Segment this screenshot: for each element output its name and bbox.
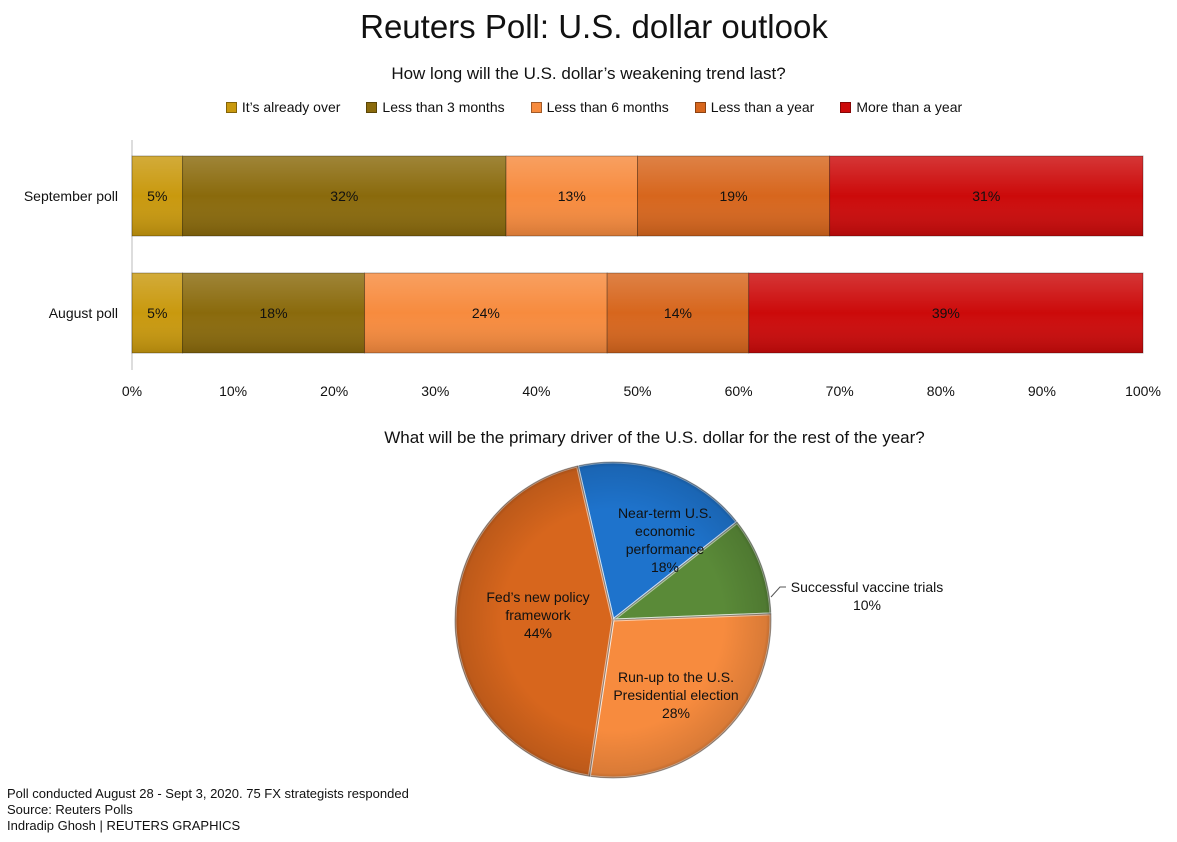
bar-segment-shading — [131, 272, 184, 354]
bar-data-label: 39% — [932, 305, 960, 321]
x-tick-label: 60% — [725, 383, 753, 399]
x-tick-label: 100% — [1125, 383, 1161, 399]
x-tick-label: 80% — [927, 383, 955, 399]
legend-swatch — [840, 101, 852, 113]
pie-leader-line — [770, 586, 786, 598]
category-label: September poll — [24, 188, 118, 204]
bar-segment-shading — [748, 272, 1144, 354]
pie-chart-question: What will be the primary driver of the U… — [384, 428, 925, 447]
x-tick-label: 10% — [219, 383, 247, 399]
footer-credit: Indradip Ghosh | REUTERS GRAPHICS — [7, 818, 241, 833]
pie-label: 28% — [662, 705, 690, 721]
x-tick-label: 70% — [826, 383, 854, 399]
bar-segment-shading — [606, 272, 750, 354]
x-tick-label: 40% — [522, 383, 550, 399]
legend-label: Less than a year — [710, 99, 815, 115]
x-tick-label: 0% — [122, 383, 142, 399]
legend-label: Less than 3 months — [382, 99, 505, 115]
bar-segment-shading — [182, 272, 366, 354]
stacked-bar-chart: September poll 5% 32% 13% 19% 31% August poll 5… — [24, 140, 1161, 399]
bar-data-label: 19% — [720, 188, 748, 204]
pie-label: Presidential election — [613, 687, 738, 703]
legend-item-it-s-already-over: It’s already over — [225, 99, 341, 115]
x-tick-label: 50% — [623, 383, 651, 399]
pie-label: Fed’s new policy — [486, 589, 589, 605]
pie-label: Near-term U.S. — [618, 505, 712, 521]
pie-label: economic — [635, 523, 695, 539]
legend-item-more-than-a-year: More than a year — [840, 99, 962, 115]
pie-label: framework — [505, 607, 571, 623]
pie-chart: Near-term U.S. economic performance 18% Succ… — [453, 460, 944, 780]
bar-data-label: 5% — [147, 305, 167, 321]
pie-label: performance — [626, 541, 705, 557]
chart-title: Reuters Poll: U.S. dollar outlook — [360, 8, 828, 45]
bar-data-label: 24% — [472, 305, 500, 321]
bar-chart-question: How long will the U.S. dollar’s weakenin… — [391, 64, 786, 83]
bar-legend: It’s already over Less than 3 months Less … — [0, 99, 1177, 115]
bar-segment-shading — [182, 155, 507, 237]
pie-label: 10% — [853, 597, 881, 613]
legend-swatch — [530, 101, 542, 113]
bar-segment-shading — [829, 155, 1144, 237]
bar-segment-shading — [364, 272, 608, 354]
pie-label: 18% — [651, 559, 679, 575]
bar-data-label: 14% — [664, 305, 692, 321]
pie-shading — [455, 462, 771, 778]
legend-swatch — [225, 101, 237, 113]
bar-segment-shading — [505, 155, 638, 237]
pie-label: Successful vaccine trials — [791, 579, 944, 595]
legend-item-less-than-3-months: Less than 3 months — [366, 99, 505, 115]
footer: Poll conducted August 28 - Sept 3, 2020.… — [7, 786, 409, 834]
footer-note: Poll conducted August 28 - Sept 3, 2020.… — [7, 786, 409, 801]
legend-swatch — [366, 101, 378, 113]
legend-label: Less than 6 months — [546, 99, 669, 115]
bar-data-label: 31% — [972, 188, 1000, 204]
legend-item-less-than-6-months: Less than 6 months — [530, 99, 669, 115]
pie-label: 44% — [524, 625, 552, 641]
bar-segment-shading — [637, 155, 831, 237]
x-tick-label: 20% — [320, 383, 348, 399]
bar-data-label: 5% — [147, 188, 167, 204]
bar-data-label: 32% — [330, 188, 358, 204]
pie-label: Run-up to the U.S. — [618, 669, 734, 685]
legend-label: More than a year — [856, 99, 963, 115]
x-tick-label: 90% — [1028, 383, 1056, 399]
legend-swatch — [694, 101, 706, 113]
legend-label: It’s already over — [241, 99, 341, 115]
category-label: August poll — [49, 305, 118, 321]
x-tick-label: 30% — [421, 383, 449, 399]
footer-source: Source: Reuters Polls — [7, 802, 133, 817]
bar-data-label: 13% — [558, 188, 586, 204]
legend-item-less-than-a-year: Less than a year — [694, 99, 815, 115]
bar-data-label: 18% — [260, 305, 288, 321]
